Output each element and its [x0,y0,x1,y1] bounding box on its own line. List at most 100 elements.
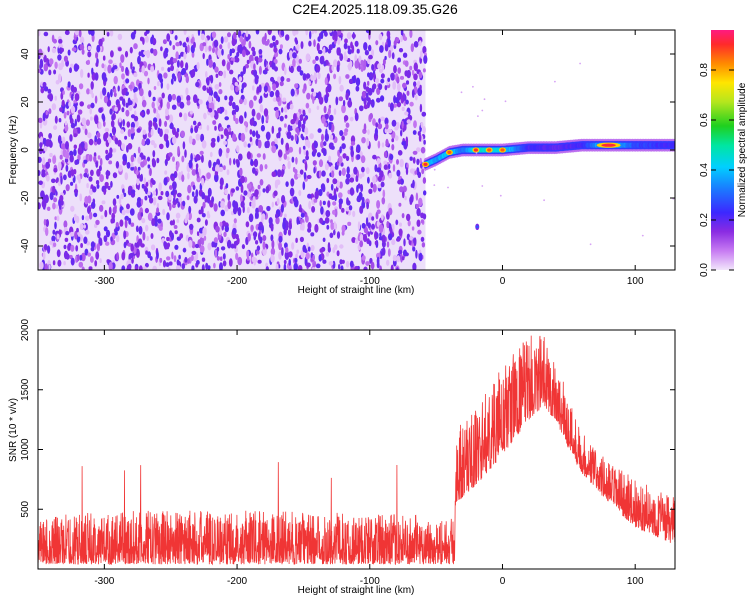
noise-cell [413,86,418,94]
noise-cell [159,143,164,150]
noise-cell [255,30,260,35]
noise-cell [326,177,330,184]
noise-cell [110,236,113,242]
noise-cell [43,218,47,226]
noise-cell [381,142,385,148]
noise-cell [84,248,89,256]
noise-cell [387,248,391,257]
noise-cell [115,221,119,228]
noise-cell [224,109,228,116]
noise-cell [173,255,177,263]
noise-cell [335,96,339,106]
noise-cell [146,156,151,162]
noise-cell [145,138,151,146]
isolated-point-core [475,225,479,229]
noise-cell [345,178,350,185]
noise-cell [59,154,63,160]
noise-cell [282,221,286,230]
noise-cell [130,127,135,134]
snr-series-path [38,335,675,566]
noise-cell [324,113,329,120]
noise-cell [422,213,427,220]
noise-cell [116,252,119,261]
noise-cell [104,209,108,218]
noise-cell [156,251,159,260]
noise-cell [257,225,263,231]
noise-cell [164,170,168,175]
noise-cell [288,251,293,258]
noise-cell [146,108,150,115]
noise-cell [317,36,321,42]
noise-cell [384,44,389,52]
noise-cell [396,237,401,242]
noise-cell [94,95,98,104]
track-knot-core [601,143,616,147]
noise-cell [381,247,386,256]
noise-cell [38,180,43,186]
noise-cell [184,149,187,158]
noise-cell [199,150,204,155]
faint-point [481,185,484,187]
noise-cell [69,67,72,74]
noise-cell [90,241,95,249]
noise-cell [402,52,408,58]
track-core [672,142,675,148]
noise-cell [151,159,157,168]
noise-cell [140,161,145,168]
noise-cell [156,113,161,121]
noise-cell [403,124,407,131]
noise-cell [240,132,246,142]
noise-cell [421,111,427,117]
noise-cell [422,68,426,73]
faint-point [447,186,449,189]
noise-cell [416,207,421,217]
noise-cell [213,242,217,248]
noise-cell [107,185,111,191]
noise-cell [358,173,363,179]
noise-cell [345,122,350,128]
noise-cell [208,108,213,113]
spectrogram-x-axis-label: Height of straight line (km) [298,285,415,296]
noise-cell [149,256,153,261]
noise-cell [143,177,147,185]
noise-cell [416,158,420,165]
noise-cell [378,83,383,90]
noise-cell [338,264,341,270]
noise-cell [222,253,226,260]
noise-cell [103,226,108,232]
noise-cell [180,51,185,57]
noise-cell [246,151,251,160]
noise-cell [214,125,217,131]
noise-cell [175,212,181,219]
noise-cell [59,195,64,202]
noise-cell [191,241,196,249]
noise-cell [73,133,78,138]
noise-cell [402,190,405,199]
noise-cell [259,236,263,244]
noise-cell [58,38,63,44]
noise-cell [182,200,186,207]
noise-cell [109,30,114,37]
noise-cell [128,84,133,90]
noise-cell [176,95,182,103]
noise-cell [333,229,336,236]
noise-cell [38,48,43,57]
noise-cell [179,112,183,118]
noise-cell [389,227,393,235]
noise-cell [98,38,103,47]
noise-cell [283,228,287,236]
noise-cell [65,253,70,260]
noise-cell [376,252,381,259]
noise-cell [164,158,168,166]
noise-cell [38,117,43,124]
noise-cell [129,208,135,216]
noise-cell [358,63,361,70]
noise-cell [350,141,356,146]
noise-cell [281,169,284,178]
noise-cell [302,73,307,81]
noise-cell [281,107,284,113]
noise-cell [278,251,282,260]
noise-cell [241,83,245,91]
noise-cell [38,30,41,37]
noise-cell [418,252,423,262]
